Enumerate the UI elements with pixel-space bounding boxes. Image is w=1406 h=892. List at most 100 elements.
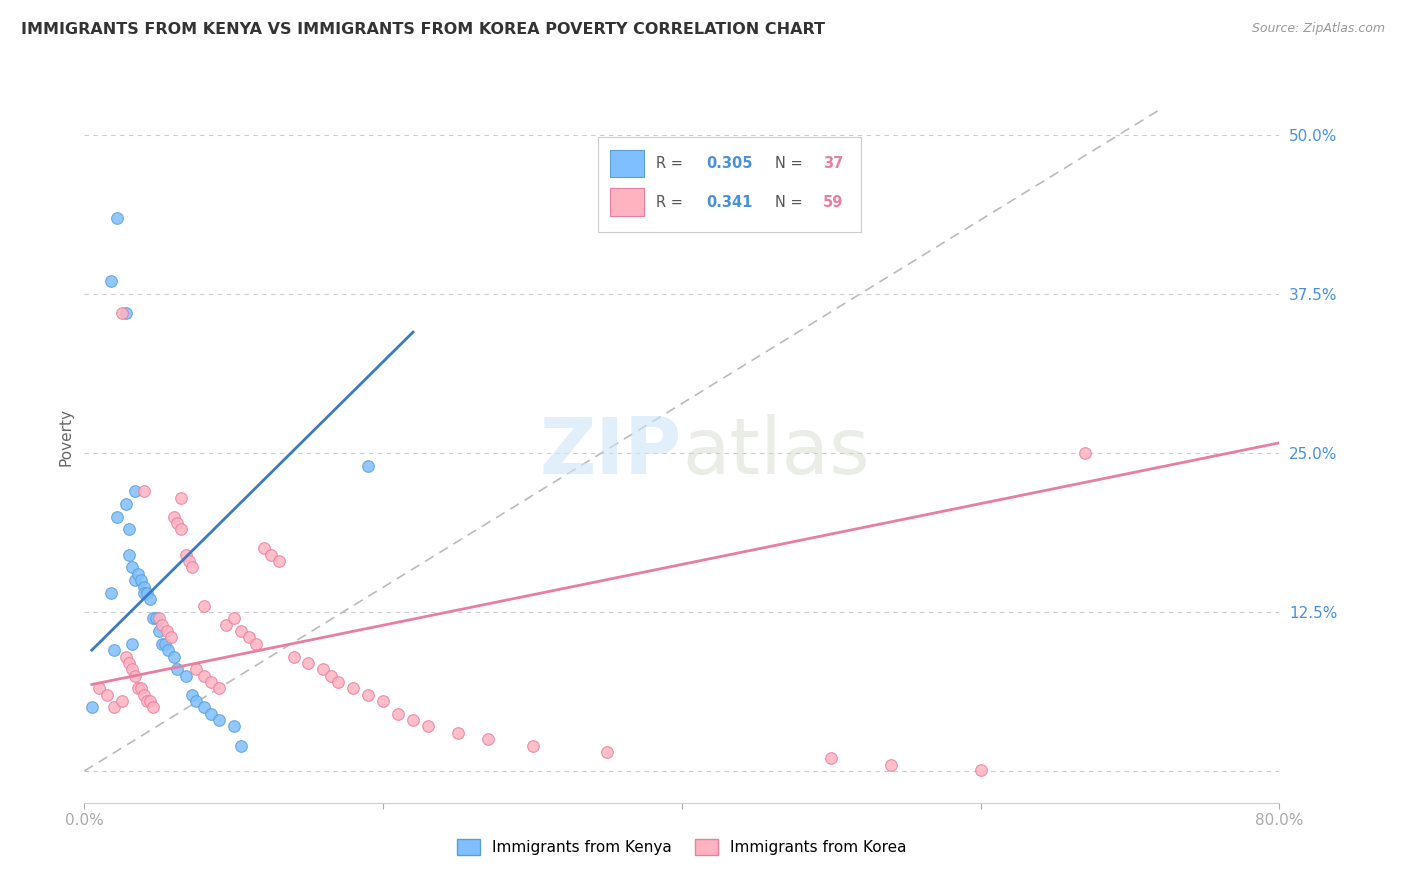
Point bbox=[177, 554, 200, 568]
Point bbox=[297, 656, 319, 670]
Point bbox=[253, 541, 276, 556]
Point bbox=[357, 458, 380, 473]
Point bbox=[163, 509, 186, 524]
Point bbox=[153, 637, 176, 651]
Point bbox=[124, 573, 146, 587]
Point bbox=[596, 745, 619, 759]
Text: 0.305: 0.305 bbox=[706, 156, 752, 171]
Text: N =: N = bbox=[775, 194, 807, 210]
Point bbox=[328, 675, 350, 690]
Point bbox=[132, 586, 156, 600]
FancyBboxPatch shape bbox=[610, 188, 644, 216]
Point bbox=[100, 274, 122, 288]
Point bbox=[148, 624, 170, 638]
Y-axis label: Poverty: Poverty bbox=[58, 408, 73, 467]
Point bbox=[155, 624, 177, 638]
Point bbox=[100, 586, 122, 600]
Point bbox=[121, 662, 143, 676]
Point bbox=[89, 681, 111, 696]
Point bbox=[181, 560, 204, 574]
Point bbox=[1074, 446, 1097, 460]
Point bbox=[238, 631, 260, 645]
Point bbox=[215, 617, 238, 632]
Point bbox=[103, 700, 125, 714]
Point bbox=[148, 611, 170, 625]
Point bbox=[193, 700, 215, 714]
Text: R =: R = bbox=[655, 156, 688, 171]
Text: ZIP: ZIP bbox=[540, 414, 682, 490]
Point bbox=[283, 649, 305, 664]
Point bbox=[820, 751, 842, 765]
Point bbox=[477, 732, 499, 747]
Point bbox=[200, 706, 222, 721]
Point bbox=[193, 599, 215, 613]
Point bbox=[174, 548, 197, 562]
Text: atlas: atlas bbox=[682, 414, 869, 490]
Point bbox=[387, 706, 409, 721]
Point bbox=[312, 662, 335, 676]
Point bbox=[245, 637, 267, 651]
Point bbox=[142, 611, 165, 625]
Point bbox=[222, 719, 245, 733]
Point bbox=[319, 668, 342, 682]
Point bbox=[402, 713, 425, 727]
Point bbox=[181, 688, 204, 702]
Point bbox=[193, 668, 215, 682]
Point bbox=[115, 306, 138, 320]
Point bbox=[118, 548, 141, 562]
Point bbox=[96, 688, 118, 702]
Point bbox=[136, 586, 159, 600]
FancyBboxPatch shape bbox=[610, 150, 644, 178]
Point bbox=[157, 643, 180, 657]
FancyBboxPatch shape bbox=[599, 137, 862, 232]
Point bbox=[222, 611, 245, 625]
Text: 59: 59 bbox=[823, 194, 844, 210]
Point bbox=[121, 637, 143, 651]
Point bbox=[174, 668, 197, 682]
Point bbox=[170, 522, 193, 536]
Point bbox=[416, 719, 439, 733]
Point bbox=[139, 694, 162, 708]
Point bbox=[127, 681, 149, 696]
Point bbox=[132, 580, 156, 594]
Text: IMMIGRANTS FROM KENYA VS IMMIGRANTS FROM KOREA POVERTY CORRELATION CHART: IMMIGRANTS FROM KENYA VS IMMIGRANTS FROM… bbox=[21, 22, 825, 37]
Point bbox=[80, 700, 103, 714]
Point bbox=[129, 573, 152, 587]
Point bbox=[170, 491, 193, 505]
Text: N =: N = bbox=[775, 156, 807, 171]
Point bbox=[115, 497, 138, 511]
Point bbox=[186, 662, 208, 676]
Point bbox=[160, 631, 183, 645]
Point bbox=[127, 566, 149, 581]
Text: 0.341: 0.341 bbox=[706, 194, 752, 210]
Point bbox=[880, 757, 903, 772]
Point bbox=[186, 694, 208, 708]
Point bbox=[142, 700, 165, 714]
Point bbox=[105, 509, 128, 524]
Point bbox=[145, 611, 167, 625]
Point bbox=[208, 681, 231, 696]
Point bbox=[163, 649, 186, 664]
Point bbox=[342, 681, 364, 696]
Point bbox=[132, 484, 156, 499]
Point bbox=[208, 713, 231, 727]
Point bbox=[373, 694, 395, 708]
Text: R =: R = bbox=[655, 194, 688, 210]
Point bbox=[111, 306, 134, 320]
Text: Source: ZipAtlas.com: Source: ZipAtlas.com bbox=[1251, 22, 1385, 36]
Point bbox=[129, 681, 152, 696]
Point bbox=[124, 668, 146, 682]
Point bbox=[260, 548, 283, 562]
Point bbox=[970, 763, 993, 777]
Point bbox=[357, 688, 380, 702]
Point bbox=[447, 726, 470, 740]
Point bbox=[231, 624, 253, 638]
Legend: Immigrants from Kenya, Immigrants from Korea: Immigrants from Kenya, Immigrants from K… bbox=[451, 833, 912, 861]
Point bbox=[121, 560, 143, 574]
Text: 37: 37 bbox=[823, 156, 844, 171]
Point bbox=[522, 739, 544, 753]
Point bbox=[200, 675, 222, 690]
Point bbox=[132, 688, 156, 702]
Point bbox=[124, 484, 146, 499]
Point bbox=[267, 554, 290, 568]
